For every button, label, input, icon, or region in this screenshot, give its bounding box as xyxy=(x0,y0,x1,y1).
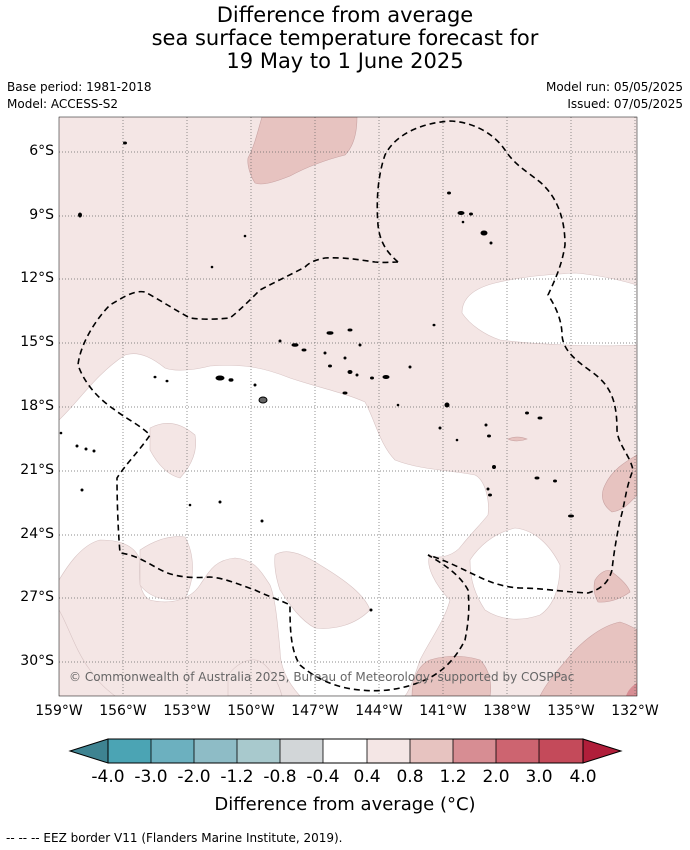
colorbar-label: -0.8 xyxy=(263,767,297,787)
colorbar-cell xyxy=(194,739,237,763)
lat-tick-label: 12°S xyxy=(20,270,54,286)
title-line-1: Difference from average xyxy=(216,3,474,27)
colorbar-label: 4.0 xyxy=(569,767,597,787)
colorbar-title: Difference from average (°C) xyxy=(214,794,476,815)
lon-tick-label: 156°W xyxy=(99,703,147,719)
lat-tick-label: 6°S xyxy=(29,143,54,159)
colorbar-label: 0.4 xyxy=(353,767,381,787)
lat-tick-label: 24°S xyxy=(20,526,54,542)
lon-tick-label: 144°W xyxy=(355,703,403,719)
graticule xyxy=(59,117,637,696)
lat-tick-label: 21°S xyxy=(20,462,54,478)
colorbar-cell xyxy=(237,739,280,763)
colorbar-label: -2.0 xyxy=(177,767,211,787)
eez-legend-note: -- -- -- EEZ border V11 (Flanders Marine… xyxy=(6,831,343,845)
lat-tick-label: 9°S xyxy=(29,207,54,223)
colorbar-cell xyxy=(410,739,453,763)
colorbar-cell xyxy=(108,739,151,763)
colorbar xyxy=(68,738,623,764)
lon-tick-label: 159°W xyxy=(35,703,83,719)
colorbar-extend-low xyxy=(68,738,109,764)
colorbar-label: -3.0 xyxy=(134,767,168,787)
warm-patch-north xyxy=(247,117,358,185)
colorbar-label: -0.4 xyxy=(306,767,340,787)
warm-patch-south-bottom xyxy=(227,659,283,696)
colorbar-label: -4.0 xyxy=(91,767,125,787)
model-name: Model: ACCESS-S2 xyxy=(7,97,119,111)
colorbar-cell xyxy=(367,739,410,763)
title-line-2: sea surface temperature forecast for xyxy=(151,26,539,50)
colorbar-cell xyxy=(496,739,539,763)
lat-tick-label: 15°S xyxy=(20,334,54,350)
lon-tick-label: 141°W xyxy=(419,703,467,719)
lat-tick-label: 18°S xyxy=(20,398,54,414)
model-run: Model run: 05/05/2025 xyxy=(545,80,683,94)
lon-tick-label: 132°W xyxy=(611,703,659,719)
colorbar-label: 0.8 xyxy=(396,767,424,787)
warm-patch-southwest-corner xyxy=(59,609,116,696)
islands xyxy=(59,141,574,612)
warm-patch-east-edge xyxy=(602,454,637,513)
lat-tick-label: 27°S xyxy=(20,589,54,605)
colorbar-label: 2.0 xyxy=(482,767,510,787)
colorbar-cell xyxy=(280,739,323,763)
colorbar-label: -1.2 xyxy=(220,767,254,787)
base-period: Base period: 1981-2018 xyxy=(7,80,152,94)
lon-tick-label: 147°W xyxy=(291,703,339,719)
lon-tick-label: 150°W xyxy=(227,703,275,719)
copyright-notice: © Commonwealth of Australia 2025, Bureau… xyxy=(69,670,574,684)
warm-patch-thin xyxy=(507,436,528,442)
lat-tick-label: 30°S xyxy=(20,653,54,669)
near-average-region-east xyxy=(461,272,637,347)
warm-patch-small-west xyxy=(149,422,197,479)
colorbar-label: 3.0 xyxy=(525,767,553,787)
lon-tick-label: 153°W xyxy=(163,703,211,719)
colorbar-cell xyxy=(453,739,496,763)
title-line-3: 19 May to 1 June 2025 xyxy=(226,49,464,73)
colorbar-extend-high xyxy=(582,738,623,764)
lon-tick-label: 138°W xyxy=(483,703,531,719)
map-plot-area: © Commonwealth of Australia 2025, Bureau… xyxy=(59,117,637,696)
map-frame xyxy=(58,116,638,697)
warm-patch-southwest xyxy=(139,536,193,600)
warm-patch-darker-corner xyxy=(626,683,637,696)
near-average-region-south xyxy=(469,527,561,620)
warm-patch-south-central xyxy=(274,551,371,629)
colorbar-cell xyxy=(323,739,367,763)
warm-patch-southeast-large xyxy=(539,621,637,696)
warm-patch-south-center xyxy=(411,655,491,696)
eez-border xyxy=(77,120,634,692)
colorbar-cell xyxy=(151,739,194,763)
issued-date: Issued: 07/05/2025 xyxy=(567,97,683,111)
lon-tick-label: 135°W xyxy=(547,703,595,719)
colorbar-label: 1.2 xyxy=(439,767,467,787)
colorbar-cell xyxy=(539,739,583,763)
warm-patch-southeast xyxy=(593,570,631,603)
